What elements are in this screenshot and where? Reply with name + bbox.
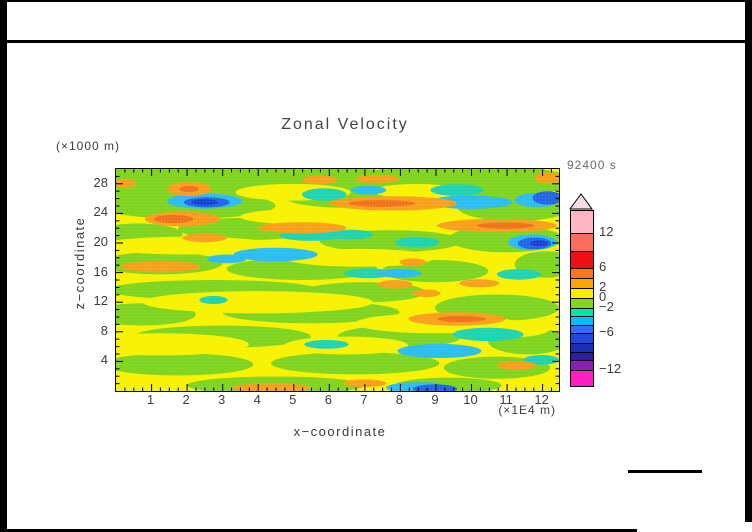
colorbar-tick-label: −2 [599,299,614,314]
z-tick-label: 12 [93,293,108,309]
z-tick-label: 24 [93,204,108,220]
frame-right [745,0,752,522]
colorbar-tick-label: 2 [599,279,607,294]
frame-bottom [0,529,637,532]
z-tick-label: 4 [100,352,108,368]
x-tick-label: 7 [360,392,368,407]
z-tick-label: 16 [93,263,108,279]
colorbar-separator [571,316,593,317]
frame-bottom-right-segment [628,470,702,473]
colorbar-separator [571,233,593,234]
x-tick-label: 12 [534,392,549,407]
colorbar-separator [571,288,593,289]
x-tick-label: 2 [182,392,190,407]
x-tick-label: 3 [218,392,226,407]
colorbar-band [571,352,593,360]
plot-area [115,168,560,392]
colorbar-band [571,308,593,316]
colorbar-separator [571,268,593,269]
timestamp-label: 92400 s [567,158,617,172]
frame-divider [0,40,752,43]
colorbar-tick-label: 12 [599,224,614,239]
colorbar-band [571,268,593,278]
colorbar-separator [571,370,593,371]
x-axis-title: x−coordinate [293,424,387,439]
colorbar-separator [571,352,593,353]
x-tick-label: 4 [253,392,261,407]
colorbar [570,210,594,387]
colorbar-band [571,325,593,333]
z-units-note: (×1000 m) [56,139,121,153]
colorbar-separator [571,333,593,334]
frame-top [0,0,752,2]
field-svg [116,169,559,391]
colorbar-separator [571,308,593,309]
colorbar-separator [571,278,593,279]
colorbar-band [571,316,593,325]
colorbar-separator [571,343,593,344]
colorbar-band [571,333,593,343]
colorbar-tick-label: −6 [599,324,614,339]
x-tick-label: 5 [289,392,297,407]
colorbar-band [571,360,593,370]
colorbar-tick-label: 0 [599,289,607,304]
colorbar-band [571,233,593,251]
x-tick-label: 8 [395,392,404,407]
colorbar-band [571,278,593,288]
colorbar-tick-label: −12 [599,361,622,376]
colorbar-separator [571,251,593,252]
colorbar-band [571,251,593,268]
colorbar-band [571,288,593,298]
x-tick-label: 6 [324,392,332,407]
colorbar-band [571,370,593,386]
x-tick-label: 11 [499,392,513,407]
x-tick-label: 10 [463,392,478,407]
colorbar-separator [571,360,593,361]
colorbar-band [571,343,593,352]
z-tick-label: 8 [100,322,108,338]
z-tick-label: 20 [93,234,108,249]
x-tick-label: 1 [146,392,155,407]
z-tick-label: 28 [93,174,108,190]
x-units-note: (×1E4 m) [498,403,556,417]
colorbar-band [571,211,593,233]
x-tick-label: 9 [431,392,439,407]
frame-left [0,0,7,532]
colorbar-tick-label: 6 [599,259,607,274]
colorbar-arrow-icon [569,193,593,210]
chart-title: Zonal Velocity [281,116,409,133]
colorbar-band [571,298,593,308]
colorbar-separator [571,298,593,299]
colorbar-separator [571,325,593,326]
